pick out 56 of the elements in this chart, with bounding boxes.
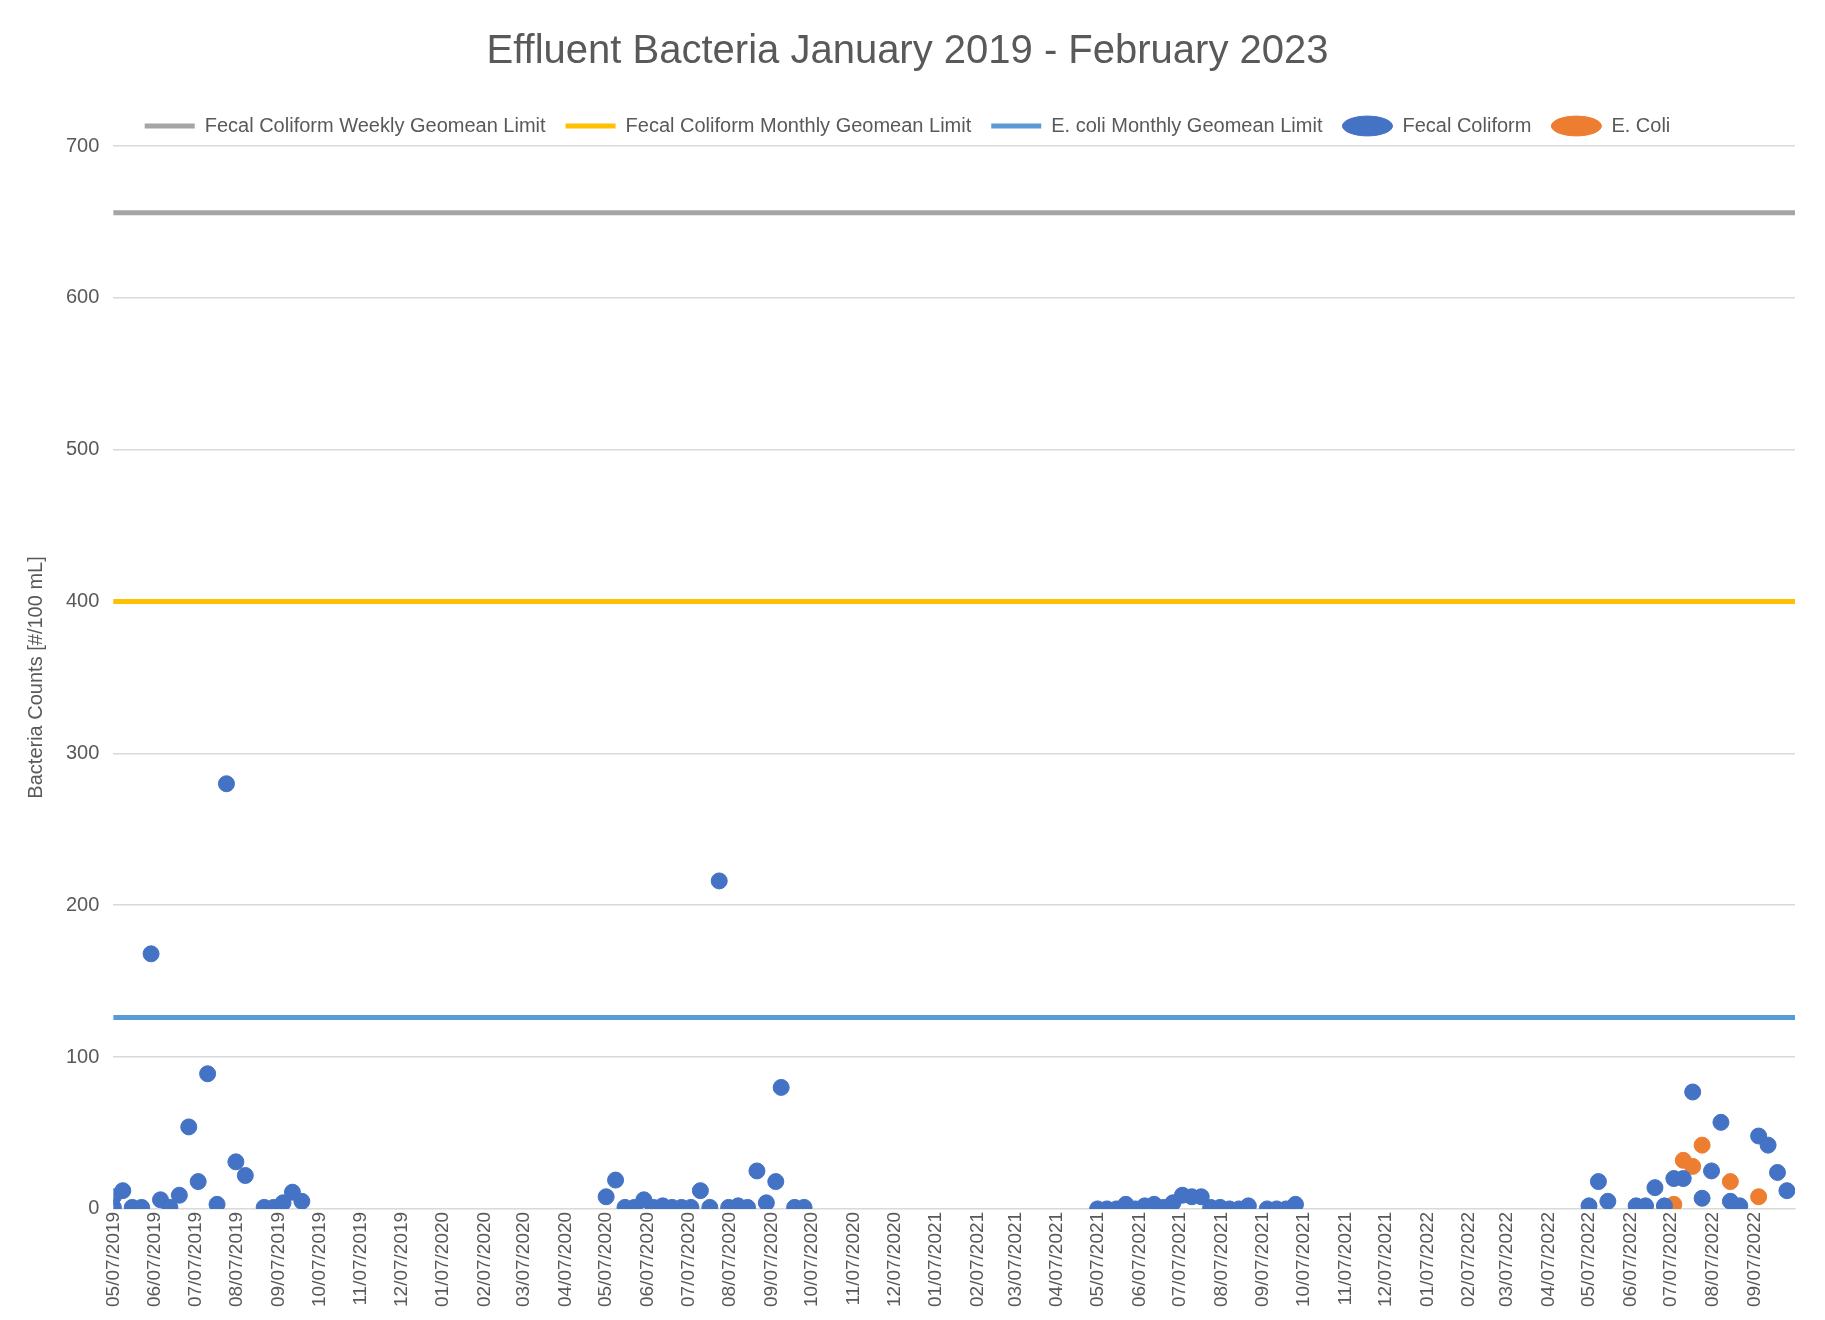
x-tick-label: 09/07/2020 [759,1211,781,1307]
y-tick-label: 100 [65,1044,100,1067]
y-tick-label: 200 [65,892,100,915]
x-tick-label: 07/07/2019 [183,1211,205,1307]
y-tick-label: 0 [88,1196,100,1219]
x-tick-label: 02/07/2021 [965,1211,987,1307]
y-tick-label: 700 [65,133,100,156]
y-tick-label: 600 [65,285,100,308]
x-tick-label: 05/07/2021 [1085,1211,1107,1307]
x-tick-label: 07/07/2020 [676,1211,698,1307]
x-tick-label: 05/07/2020 [594,1211,616,1307]
x-tick-label: 01/07/2021 [924,1211,946,1307]
x-tick-label: 11/07/2021 [1333,1211,1355,1306]
x-tick-label: 09/07/2019 [267,1211,289,1307]
chart-title: Effluent Bacteria January 2019 - February 2023 [486,27,1329,72]
x-tick-label: 05/07/2019 [101,1211,123,1307]
y-tick-label: 500 [65,437,100,460]
x-tick-label: 09/07/2021 [1251,1211,1273,1307]
x-tick-label: 01/07/2022 [1415,1211,1437,1307]
x-tick-label: 01/07/2020 [431,1211,453,1307]
x-tick-label: 07/07/2021 [1167,1211,1189,1307]
x-tick-label: 10/07/2021 [1291,1211,1313,1307]
y-axis-title: Bacteria Counts [#/100 mL] [23,556,46,799]
x-tick-label: 08/07/2019 [225,1211,247,1307]
x-tick-label: 12/07/2021 [1373,1211,1395,1307]
x-tick-label: 06/07/2019 [143,1211,165,1307]
legend-label: Fecal Coliform [1402,113,1532,136]
x-tick-label: 10/07/2020 [800,1211,822,1307]
x-tick-label: 03/07/2022 [1495,1211,1517,1307]
legend-label: Fecal Coliform Monthly Geomean Limit [625,113,972,136]
legend-label: Fecal Coliform Weekly Geomean Limit [204,113,547,136]
x-tick-label: 12/07/2020 [882,1211,904,1307]
x-tick-label: 04/07/2021 [1045,1211,1067,1307]
x-tick-label: 03/07/2021 [1003,1211,1025,1307]
x-tick-label: 11/07/2019 [349,1211,371,1306]
x-tick-label: 06/07/2020 [636,1211,658,1307]
x-tick-label: 04/07/2022 [1536,1211,1558,1307]
x-tick-label: 08/07/2021 [1209,1211,1231,1307]
x-tick-label: 04/07/2020 [553,1211,575,1307]
y-tick-label: 400 [65,589,100,612]
x-tick-label: 06/07/2022 [1618,1211,1640,1307]
x-tick-label: 11/07/2020 [842,1211,864,1306]
x-tick-label: 02/07/2020 [473,1211,495,1307]
x-tick-label: 12/07/2019 [389,1211,411,1307]
x-tick-label: 03/07/2020 [512,1211,534,1307]
x-tick-label: 06/07/2021 [1127,1211,1149,1307]
x-tick-label: 09/07/2022 [1742,1211,1764,1307]
y-tick-label: 300 [65,740,100,763]
legend-label: E. Coli [1611,113,1671,136]
x-tick-label: 10/07/2019 [307,1211,329,1307]
x-tick-label: 05/07/2022 [1577,1211,1599,1307]
x-tick-label: 08/07/2022 [1701,1211,1723,1307]
x-tick-label: 08/07/2020 [718,1211,740,1307]
legend-label: E. coli Monthly Geomean Limit [1051,113,1323,136]
x-tick-label: 07/07/2022 [1659,1211,1681,1307]
x-tick-label: 02/07/2022 [1457,1211,1479,1307]
